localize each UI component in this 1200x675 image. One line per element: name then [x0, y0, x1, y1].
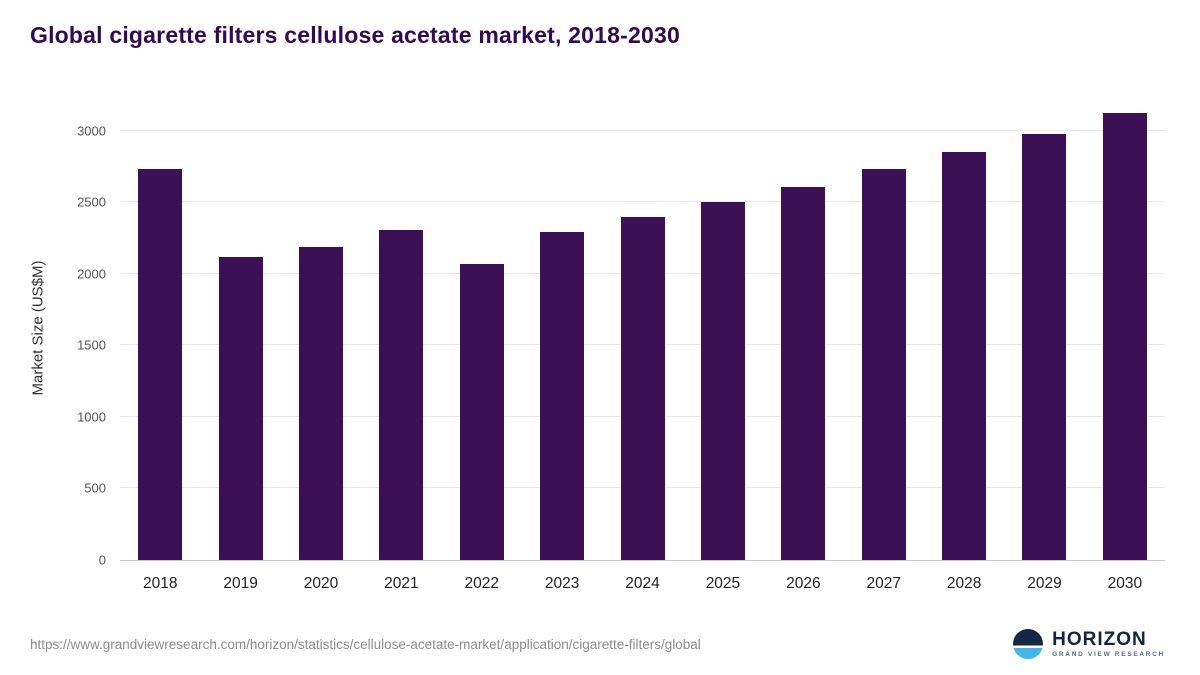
x-tick-label: 2021 — [384, 575, 419, 592]
bar-2024[interactable] — [620, 217, 665, 560]
horizon-logo-icon — [1013, 629, 1044, 659]
logo-name: HORIZON — [1052, 628, 1147, 650]
horizon-logo: HORIZON GRAND VIEW RESEARCH — [1013, 629, 1165, 659]
gridline — [120, 201, 1165, 203]
bar-2023[interactable] — [540, 232, 585, 560]
bar-column: 2022 — [442, 95, 522, 592]
bar-2018[interactable] — [138, 169, 183, 560]
bar-column: 2023 — [522, 95, 602, 592]
bar-2021[interactable] — [379, 229, 424, 560]
x-tick-label: 2020 — [303, 575, 339, 592]
bar-2027[interactable] — [861, 169, 906, 560]
x-tick-label: 2027 — [866, 575, 901, 592]
bar-column: 2020 — [281, 95, 361, 592]
x-tick-label: 2026 — [786, 575, 821, 592]
bar-2025[interactable] — [700, 202, 745, 560]
bar-2026[interactable] — [781, 186, 826, 560]
y-tick-label: 500 — [84, 480, 106, 496]
bar-column: 2027 — [844, 95, 924, 592]
bar-2022[interactable] — [459, 263, 504, 560]
bar-2030[interactable] — [1102, 112, 1147, 560]
y-tick-label: 2000 — [77, 266, 106, 282]
y-tick-label: 3000 — [77, 123, 106, 139]
bar-column: 2029 — [1004, 95, 1084, 592]
x-tick-label: 2024 — [625, 575, 660, 592]
logo-subtext: GRAND VIEW RESEARCH — [1052, 650, 1165, 658]
bar-column: 2026 — [763, 95, 843, 592]
y-tick-label: 2500 — [77, 194, 106, 210]
x-tick-label: 2023 — [544, 575, 580, 592]
y-tick-label: 0 — [98, 552, 106, 568]
plot-area: 2018 2019 2020 2021 2022 2023 2024 2025 2026 2027… — [120, 95, 1165, 592]
x-tick-label: 2030 — [1107, 575, 1143, 592]
y-axis-ticks: 0 500 1000 1500 2000 2500 3000 — [0, 95, 106, 567]
bar-2019[interactable] — [218, 256, 263, 560]
y-tick-label: 1500 — [77, 337, 106, 353]
bar-column: 2018 — [120, 95, 200, 592]
gridline — [120, 129, 1165, 131]
bar-column: 2021 — [361, 95, 441, 592]
bar-2020[interactable] — [298, 246, 343, 560]
x-tick-label: 2018 — [142, 575, 178, 592]
x-tick-label: 2022 — [464, 575, 499, 592]
x-tick-label: 2028 — [946, 575, 982, 592]
x-tick-label: 2029 — [1027, 575, 1062, 592]
bar-column: 2030 — [1085, 95, 1165, 592]
bar-column: 2024 — [602, 95, 682, 592]
y-tick-label: 1000 — [77, 409, 106, 425]
bar-series: 2018 2019 2020 2021 2022 2023 2024 2025 2026 2027… — [120, 95, 1165, 592]
bar-2029[interactable] — [1022, 133, 1067, 560]
horizon-logo-text: HORIZON GRAND VIEW RESEARCH — [1052, 630, 1165, 659]
x-tick-label: 2019 — [223, 575, 258, 592]
bar-column: 2019 — [200, 95, 280, 592]
source-url[interactable]: https://www.grandviewresearch.com/horizo… — [30, 636, 701, 652]
x-tick-label: 2025 — [705, 575, 741, 592]
chart-title: Global cigarette filters cellulose aceta… — [30, 22, 680, 48]
footer: https://www.grandviewresearch.com/horizo… — [30, 629, 1165, 659]
bar-column: 2028 — [924, 95, 1004, 592]
bar-2028[interactable] — [942, 152, 987, 560]
bar-column: 2025 — [683, 95, 763, 592]
